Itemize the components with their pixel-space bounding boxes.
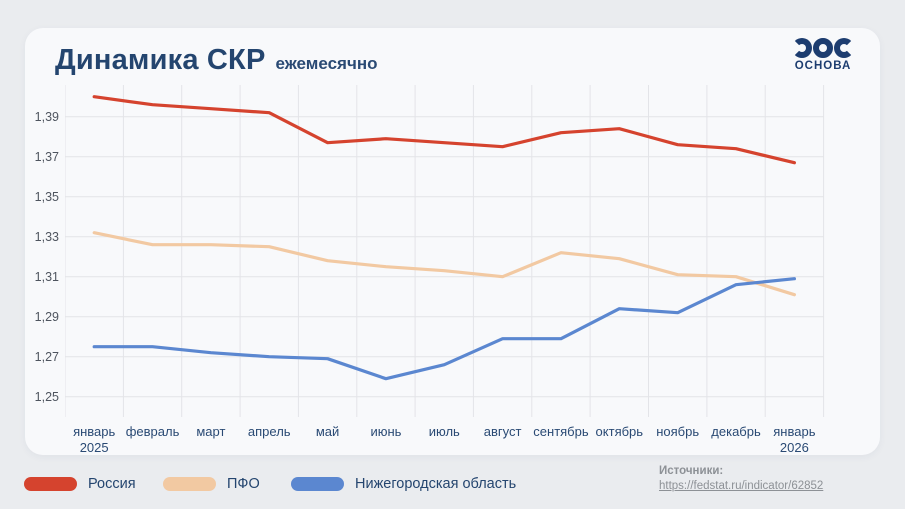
page-title: Динамика СКР xyxy=(55,44,266,76)
legend-item-pfo: ПФО xyxy=(163,469,260,499)
legend-label-pfo: ПФО xyxy=(227,476,260,492)
legend-item-nizhny: Нижегородская область xyxy=(291,469,516,499)
chart-card: Динамика СКР ежемесячно ОСНОВА 1,39 1,37 1… xyxy=(25,28,880,455)
legend-swatch-russia-icon xyxy=(24,477,77,491)
y-axis-tick: 1,33 xyxy=(34,229,59,244)
legend-label-russia: Россия xyxy=(88,476,136,492)
x-axis-label: июнь xyxy=(370,424,402,439)
page-title-row: Динамика СКР ежемесячно xyxy=(55,44,378,77)
x-axis-label: январь 2025 xyxy=(73,424,116,455)
legend-swatch-pfo-icon xyxy=(163,477,216,491)
y-axis-tick: 1,29 xyxy=(34,309,59,324)
x-axis-label: апрель xyxy=(247,424,291,439)
x-axis-label: декабрь xyxy=(711,424,761,439)
legend-item-russia: Россия xyxy=(24,469,136,499)
x-axis-label: январь 2026 xyxy=(773,424,816,455)
y-axis-tick: 1,27 xyxy=(34,349,59,364)
logo-text: ОСНОВА xyxy=(794,60,852,72)
y-axis-tick: 1,25 xyxy=(34,389,59,404)
page-subtitle: ежемесячно xyxy=(275,54,378,73)
legend-swatch-nizhny-icon xyxy=(291,477,344,491)
sources-block: Источники: https://fedstat.ru/indicator/… xyxy=(659,465,823,492)
y-axis-tick: 1,37 xyxy=(34,149,59,164)
sources-label: Источники: xyxy=(659,465,724,477)
x-axis-label: март xyxy=(196,424,226,439)
logo-mark xyxy=(784,37,862,59)
logo-arc-right-icon xyxy=(834,38,854,58)
osnova-logo: ОСНОВА xyxy=(784,37,862,72)
x-axis-label: февраль xyxy=(125,424,180,439)
logo-ring-icon xyxy=(813,38,833,58)
x-axis-label: июль xyxy=(428,424,460,439)
x-axis-label: октябрь xyxy=(595,424,644,439)
logo-arc-left-icon xyxy=(792,38,812,58)
legend-label-nizhny: Нижегородская область xyxy=(355,476,517,492)
x-axis-label: май xyxy=(315,424,340,439)
source-link[interactable]: https://fedstat.ru/indicator/62852 xyxy=(659,480,824,492)
chart-legend: Россия ПФО Нижегородская область xyxy=(0,469,660,499)
x-axis-label: август xyxy=(483,424,522,439)
y-axis-tick: 1,39 xyxy=(34,109,59,124)
y-axis-tick: 1,35 xyxy=(34,189,59,204)
x-axis-label: ноябрь xyxy=(656,424,700,439)
y-axis-tick: 1,31 xyxy=(34,269,59,284)
x-axis-label: сентябрь xyxy=(533,424,589,439)
line-chart xyxy=(65,85,825,417)
